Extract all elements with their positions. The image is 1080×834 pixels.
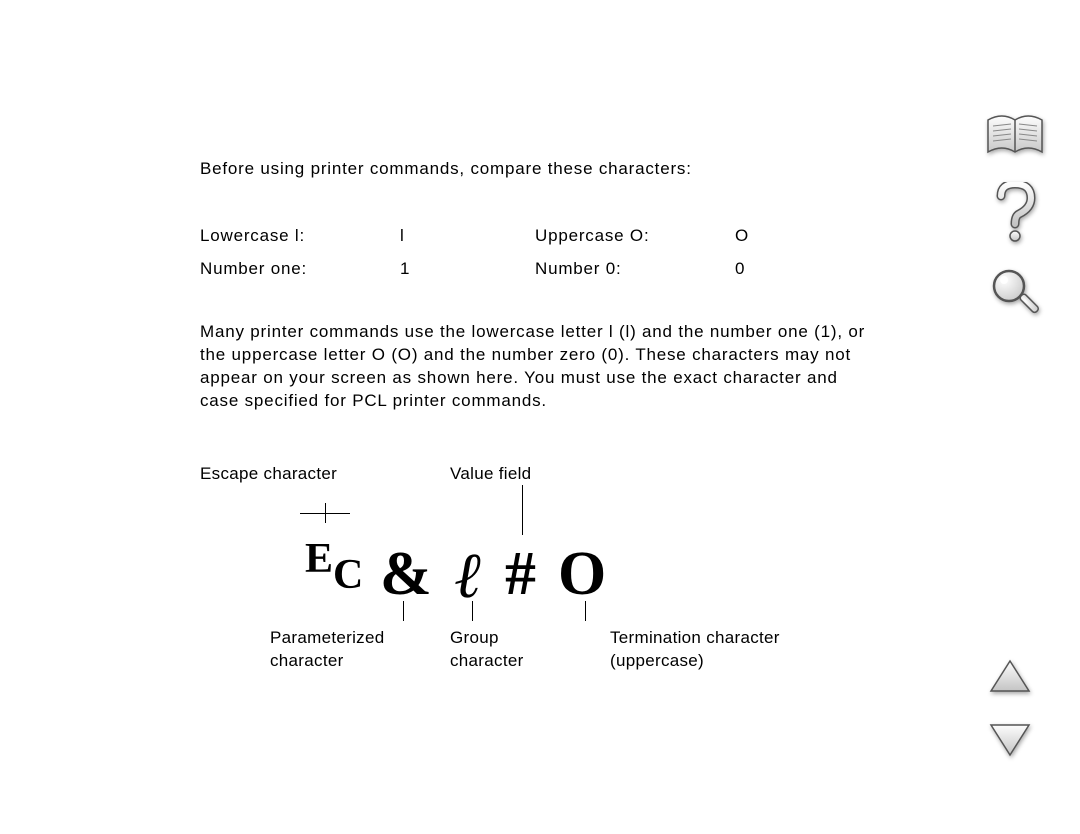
connector-line — [585, 601, 586, 621]
cell-label: Number 0: — [535, 258, 735, 281]
label-line: (uppercase) — [610, 651, 704, 670]
label-line: character — [450, 651, 524, 670]
character-comparison-table: Lowercase l: l Uppercase O: O Number one… — [200, 225, 880, 281]
cell-value: O — [735, 225, 795, 248]
help-sidebar — [980, 112, 1050, 322]
cell-value: l — [400, 225, 535, 248]
label-line: Termination character — [610, 628, 780, 647]
label-value-field: Value field — [450, 463, 531, 486]
connector-line — [300, 513, 350, 514]
glyph-ampersand: & — [380, 533, 432, 617]
document-page: Before using printer commands, compare t… — [0, 0, 1080, 834]
table-row: Number one: 1 Number 0: 0 — [200, 258, 880, 281]
cell-label: Uppercase O: — [535, 225, 735, 248]
connector-line — [472, 601, 473, 621]
label-line: Group — [450, 628, 499, 647]
label-group: Group character — [450, 627, 524, 673]
description-text: Many printer commands use the lowercase … — [200, 321, 880, 413]
connector-line — [403, 601, 404, 621]
page-up-icon[interactable] — [988, 658, 1032, 694]
cell-value: 1 — [400, 258, 535, 281]
magnifier-icon[interactable] — [989, 266, 1041, 322]
cell-label: Number one: — [200, 258, 400, 281]
cell-value: 0 — [735, 258, 795, 281]
cell-label: Lowercase l: — [200, 225, 400, 248]
main-content: Before using printer commands, compare t… — [200, 158, 880, 693]
label-escape: Escape character — [200, 463, 337, 486]
help-icon[interactable] — [991, 182, 1039, 242]
connector-line — [522, 485, 523, 535]
glyph-E: E — [305, 531, 334, 588]
pcl-command-diagram: Escape character Value field E C & ℓ # O… — [200, 463, 880, 693]
page-nav — [988, 658, 1032, 758]
table-row: Lowercase l: l Uppercase O: O — [200, 225, 880, 248]
glyph-C: C — [333, 547, 364, 604]
page-down-icon[interactable] — [988, 722, 1032, 758]
glyph-ell: ℓ — [454, 533, 481, 619]
glyph-hash: # — [505, 533, 537, 617]
book-icon[interactable] — [984, 112, 1046, 158]
label-termination: Termination character (uppercase) — [610, 627, 780, 673]
glyph-O: O — [558, 533, 607, 617]
label-parameterized: Parameterized character — [270, 627, 384, 673]
label-line: Parameterized — [270, 628, 384, 647]
intro-text: Before using printer commands, compare t… — [200, 158, 880, 181]
label-line: character — [270, 651, 344, 670]
